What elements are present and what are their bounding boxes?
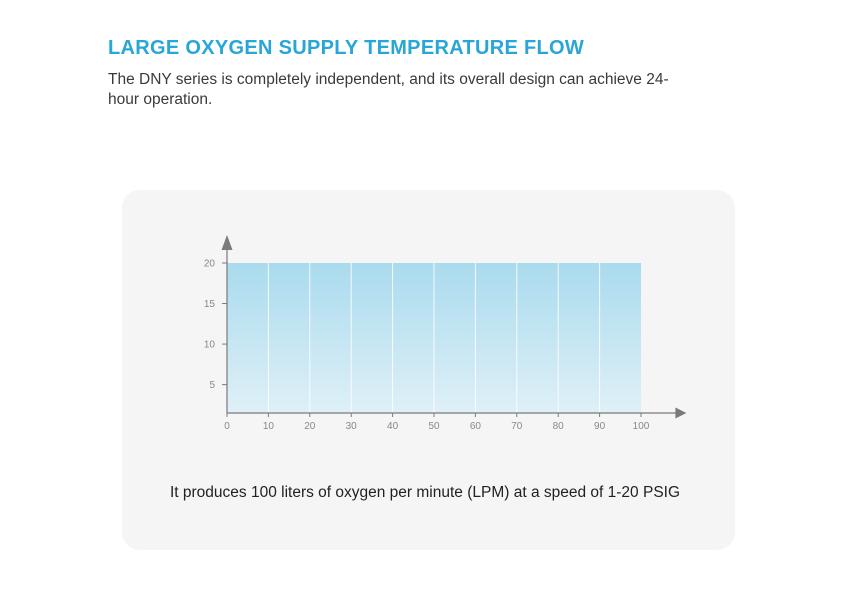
x-tick-label-30: 30 — [346, 421, 358, 432]
x-tick-label-80: 80 — [553, 421, 565, 432]
x-axis-arrow — [675, 407, 687, 419]
x-tick-label-50: 50 — [428, 421, 440, 432]
x-tick-label-0: 0 — [224, 421, 230, 432]
x-tick-label-60: 60 — [470, 421, 482, 432]
page-title: LARGE OXYGEN SUPPLY TEMPERATURE FLOW — [108, 37, 585, 59]
y-tick-label-20: 20 — [204, 259, 216, 270]
x-tick-label-20: 20 — [304, 421, 316, 432]
page-description: The DNY series is completely independent… — [108, 71, 669, 108]
chart-caption: It produces 100 liters of oxygen per min… — [169, 484, 681, 501]
y-tick-label-5: 5 — [209, 380, 215, 391]
y-axis-arrow — [221, 235, 233, 250]
x-tick-label-100: 100 — [633, 421, 650, 432]
y-tick-label-15: 15 — [204, 299, 216, 310]
y-tick-label-10: 10 — [204, 340, 216, 351]
x-tick-label-90: 90 — [594, 421, 606, 432]
x-tick-label-70: 70 — [511, 421, 523, 432]
x-tick-label-40: 40 — [387, 421, 399, 432]
x-tick-label-10: 10 — [263, 421, 275, 432]
